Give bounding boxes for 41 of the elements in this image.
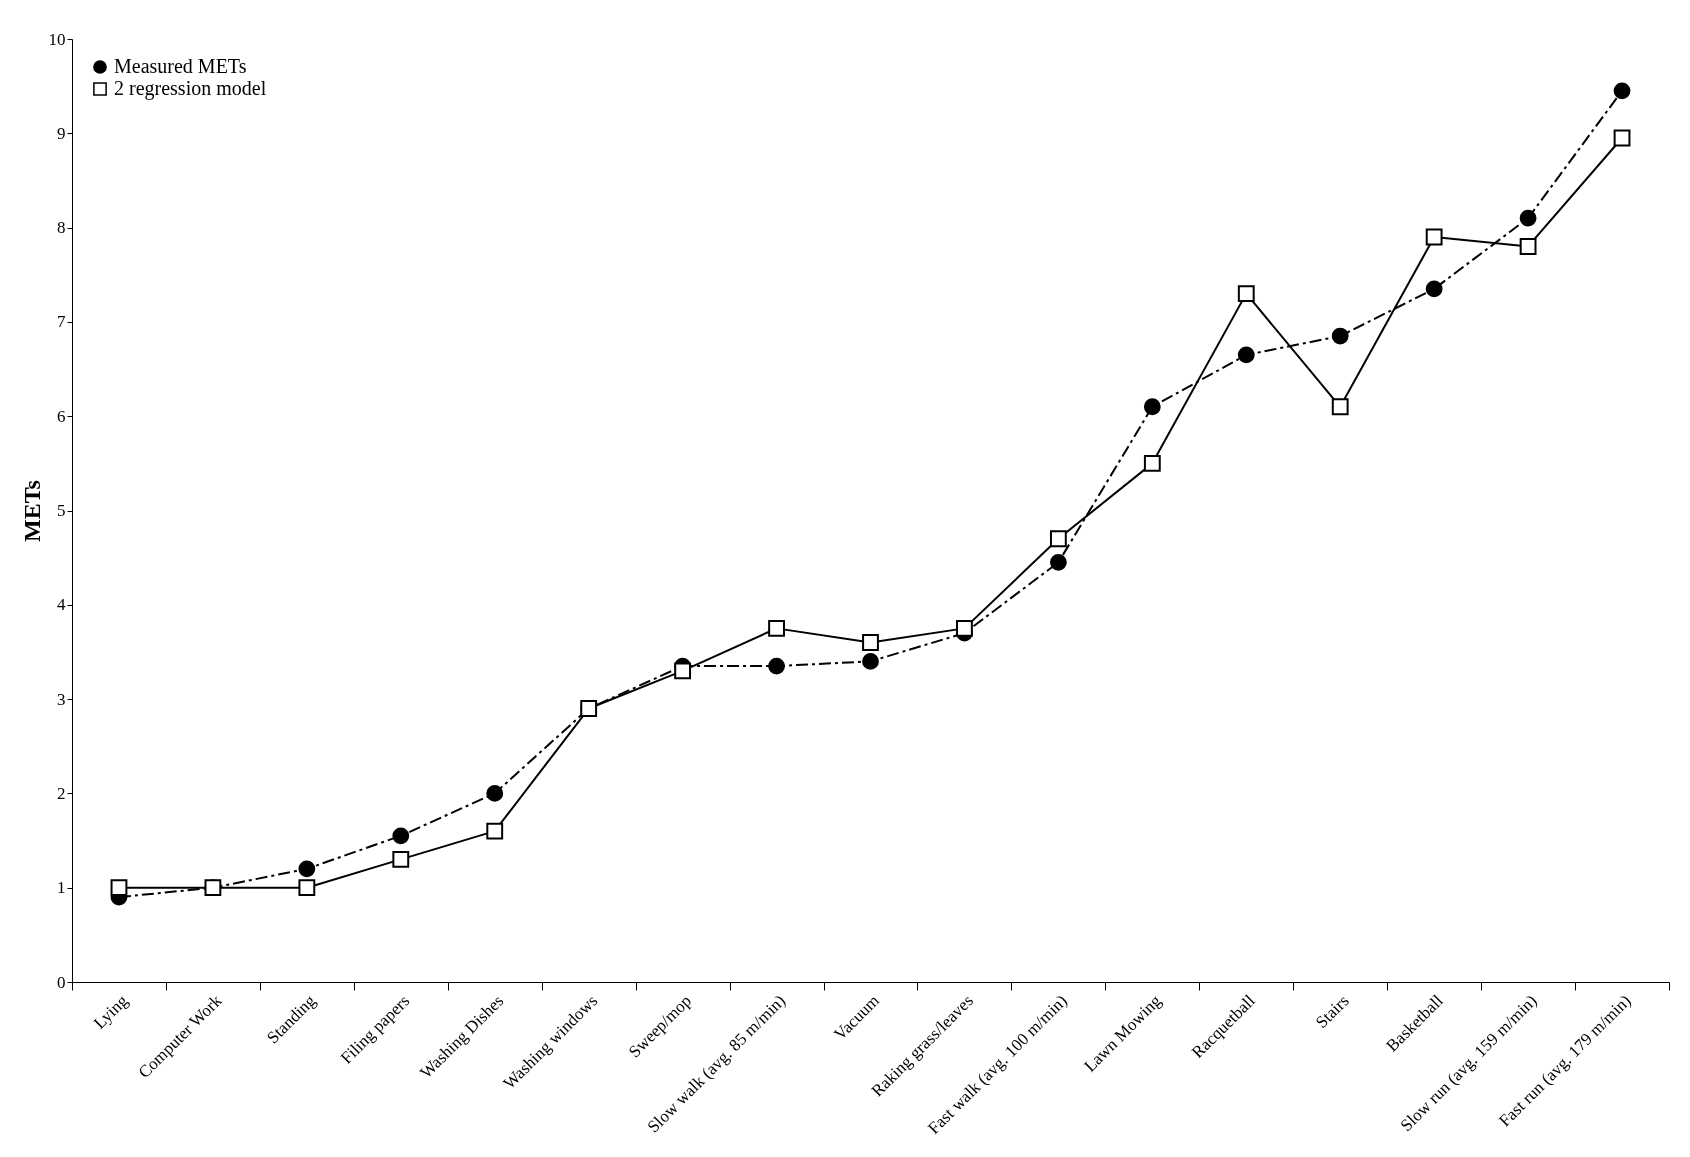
y-tick-label: 3	[57, 689, 66, 709]
point	[1237, 285, 1255, 303]
y-tick-label: 1	[57, 878, 66, 898]
point	[1049, 553, 1067, 571]
point	[1331, 398, 1349, 416]
legend-label: 2 regression model	[114, 77, 267, 100]
point	[768, 619, 785, 637]
point	[1613, 129, 1631, 147]
y-tick-label: 6	[57, 406, 66, 426]
point	[1519, 238, 1537, 255]
y-tick-label: 0	[57, 972, 66, 992]
y-tick-label: 7	[57, 312, 66, 332]
point	[1331, 327, 1349, 345]
y-tick-label: 2	[57, 783, 66, 803]
point	[1425, 280, 1443, 298]
y-tick-label: 8	[57, 218, 66, 238]
point	[1237, 346, 1255, 364]
point	[1519, 209, 1537, 227]
y-tick-label: 4	[57, 595, 66, 615]
point	[392, 850, 410, 868]
point	[486, 785, 504, 802]
y-tick-label: 9	[57, 123, 66, 143]
point	[1049, 530, 1067, 548]
point	[110, 879, 128, 897]
point	[392, 827, 410, 845]
y-tick-label: 5	[57, 501, 66, 520]
point	[674, 662, 692, 680]
point	[486, 822, 504, 840]
point	[1143, 398, 1161, 416]
point	[298, 879, 316, 897]
point	[1613, 82, 1631, 100]
y-axis-title: METs	[18, 480, 45, 542]
point	[862, 652, 879, 670]
point	[956, 619, 973, 637]
point	[768, 657, 785, 675]
point	[298, 860, 316, 878]
legend-label: Measured METs	[114, 55, 247, 77]
point	[862, 634, 879, 651]
point	[1143, 454, 1161, 472]
y-tick-label: 10	[48, 29, 66, 49]
point	[1425, 228, 1443, 246]
